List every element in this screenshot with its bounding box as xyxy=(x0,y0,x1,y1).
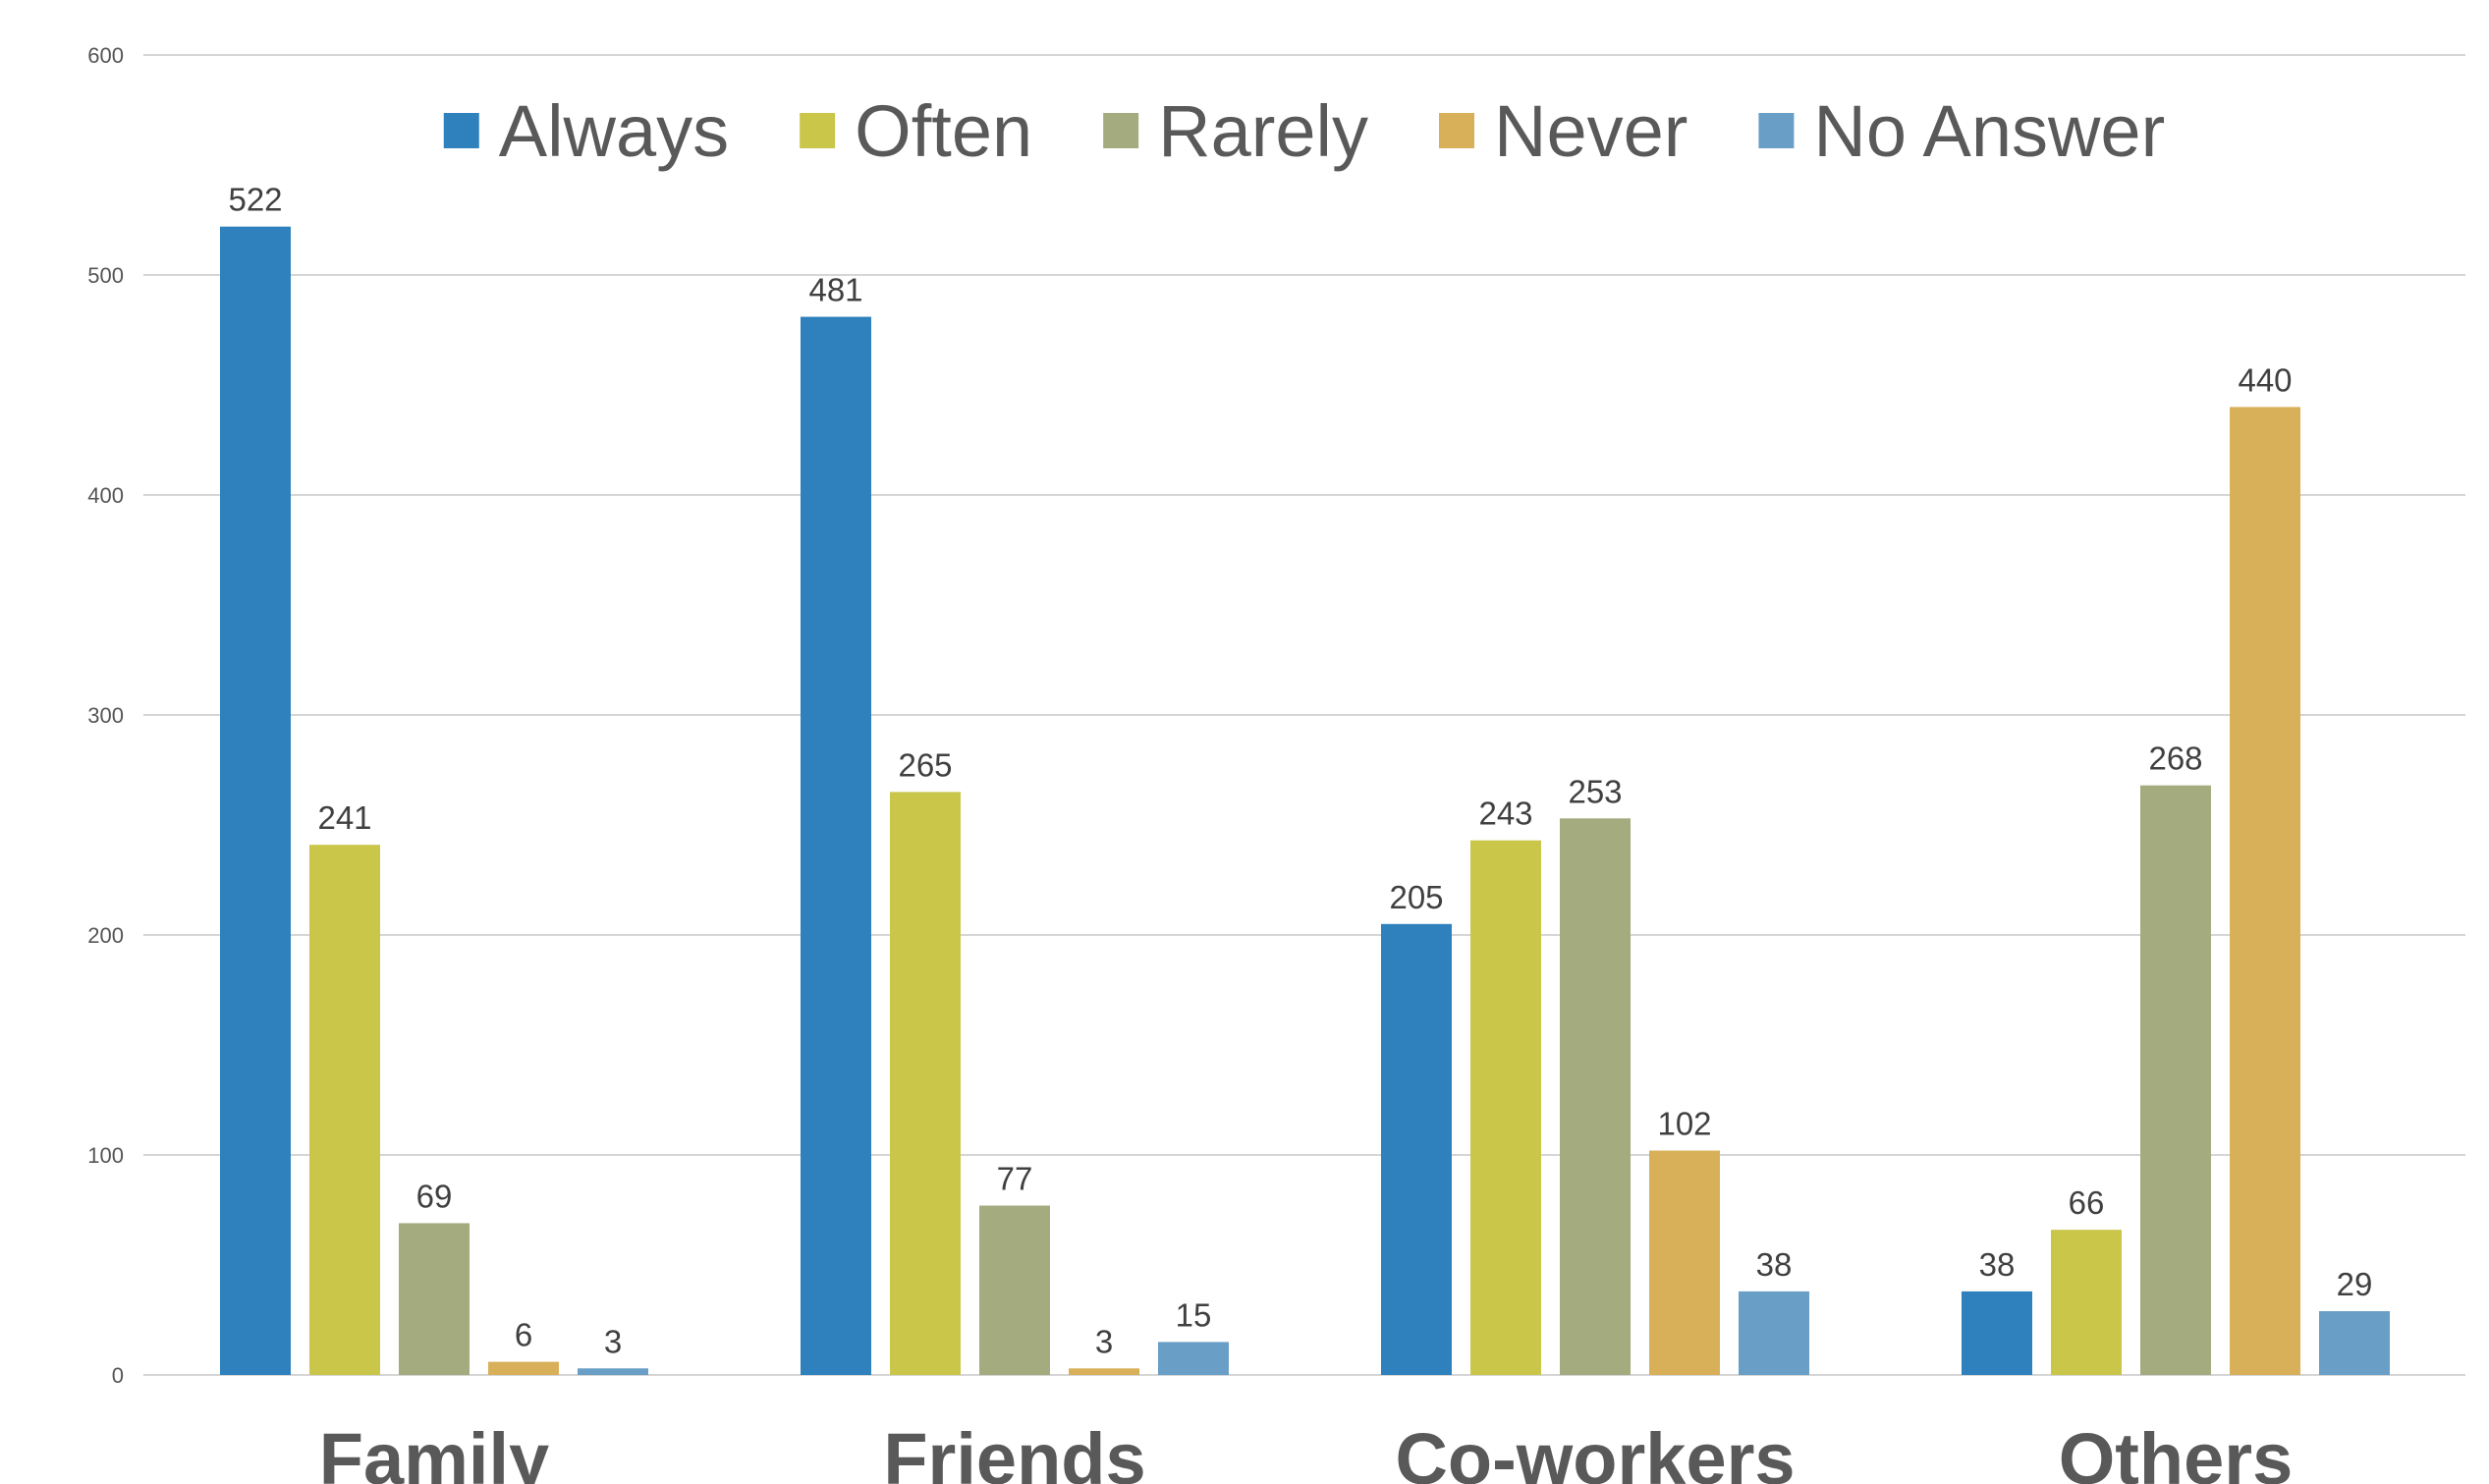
data-label: 440 xyxy=(2238,361,2292,398)
data-label: 205 xyxy=(1389,879,1443,915)
bar-never-others xyxy=(2230,407,2300,1375)
bar-never-friends xyxy=(1069,1368,1139,1375)
bar-often-co-workers xyxy=(1470,840,1541,1375)
category-label-co-workers: Co-workers xyxy=(1395,1418,1795,1484)
bar-no-answer-others xyxy=(2319,1311,2390,1375)
legend-label-no-answer: No Answer xyxy=(1813,90,2165,172)
category-axis: Family Friends Co-workers Others xyxy=(319,1418,2293,1484)
y-tick-label: 0 xyxy=(112,1363,124,1388)
bar-often-others xyxy=(2051,1230,2122,1375)
bar-rarely-others xyxy=(2140,785,2211,1375)
data-label: 268 xyxy=(2148,741,2202,777)
category-label-family: Family xyxy=(319,1418,549,1484)
data-label: 38 xyxy=(1979,1246,2016,1283)
bar-often-friends xyxy=(890,792,961,1375)
legend-label-rarely: Rarely xyxy=(1158,90,1368,172)
category-label-others: Others xyxy=(2059,1418,2294,1484)
bar-always-friends xyxy=(801,316,871,1375)
y-tick-label: 400 xyxy=(87,483,124,508)
legend-swatch-no-answer xyxy=(1758,113,1795,148)
legend-swatch-often xyxy=(800,113,836,148)
gridlines xyxy=(143,54,2465,1376)
y-tick-label: 600 xyxy=(87,43,124,68)
bar-always-co-workers xyxy=(1381,923,1452,1375)
legend-swatch-rarely xyxy=(1103,113,1139,148)
category-label-friends: Friends xyxy=(883,1418,1145,1484)
legend-swatch-never xyxy=(1439,113,1475,148)
legend-swatch-always xyxy=(443,113,479,148)
bar-no-answer-co-workers xyxy=(1739,1291,1809,1375)
data-label: 3 xyxy=(604,1323,622,1359)
data-label: 102 xyxy=(1657,1106,1711,1142)
data-label: 265 xyxy=(898,746,952,783)
bar-no-answer-friends xyxy=(1158,1342,1229,1375)
bar-always-others xyxy=(1962,1291,2032,1375)
data-label: 66 xyxy=(2069,1184,2105,1221)
data-label: 38 xyxy=(1756,1246,1793,1283)
data-labels: 522 241 69 6 3 481 265 77 3 15 205 243 253 102 38 38 66 2… xyxy=(228,182,2372,1360)
data-label: 3 xyxy=(1095,1323,1113,1359)
data-label: 481 xyxy=(808,272,862,308)
data-label: 243 xyxy=(1478,796,1532,832)
y-axis-ticks: 0 100 200 300 400 500 600 xyxy=(87,43,124,1388)
bars xyxy=(220,226,2390,1376)
bar-rarely-family xyxy=(399,1223,470,1375)
legend: Always Often Rarely Never No Answer xyxy=(443,90,2165,172)
data-label: 29 xyxy=(2337,1266,2373,1302)
y-tick-label: 300 xyxy=(87,703,124,728)
data-label: 522 xyxy=(228,182,282,218)
data-label: 6 xyxy=(515,1317,532,1353)
legend-label-often: Often xyxy=(855,90,1032,172)
bar-no-answer-family xyxy=(578,1368,648,1375)
data-label: 77 xyxy=(997,1161,1033,1197)
bar-often-family xyxy=(309,845,380,1375)
data-label: 69 xyxy=(416,1178,453,1214)
data-label: 253 xyxy=(1568,773,1622,809)
y-tick-label: 500 xyxy=(87,263,124,288)
bar-never-family xyxy=(488,1361,559,1375)
bar-rarely-friends xyxy=(979,1205,1050,1375)
y-tick-label: 200 xyxy=(87,923,124,948)
bar-rarely-co-workers xyxy=(1560,818,1631,1375)
bar-never-co-workers xyxy=(1649,1150,1720,1375)
bar-always-family xyxy=(220,226,291,1376)
y-tick-label: 100 xyxy=(87,1143,124,1168)
legend-label-never: Never xyxy=(1494,90,1687,172)
data-label: 15 xyxy=(1176,1296,1212,1333)
data-label: 241 xyxy=(317,799,371,836)
legend-label-always: Always xyxy=(499,90,729,172)
